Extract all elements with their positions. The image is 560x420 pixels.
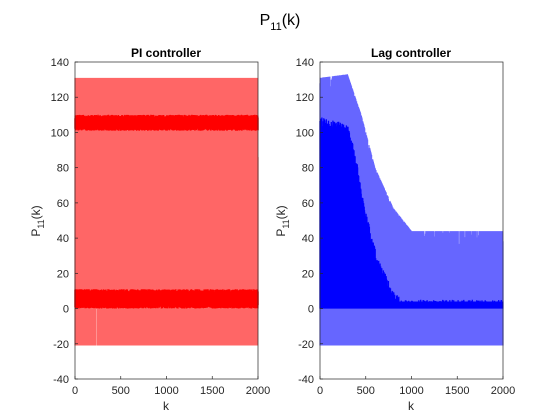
y-axis-label: P11(k): [29, 205, 46, 236]
y-tick-label: 80: [302, 163, 314, 175]
pi-controller-axes: PI controller 0 500 1000 1500 2000 -40 -20 0 20 4…: [29, 46, 270, 413]
plot-area: [319, 74, 504, 346]
y-tick-label: 100: [296, 127, 314, 139]
y-tick-label: 0: [63, 304, 69, 316]
axis-ticks: 0 500 1000 1500 2000 -40 -20 0 20 40 60 80 100 120 140: [296, 57, 516, 397]
x-tick-label: 500: [357, 385, 375, 397]
y-tick-label: 120: [51, 92, 69, 104]
x-tick-label: 0: [317, 385, 323, 397]
y-tick-label: -20: [298, 339, 314, 351]
y-tick-label: 20: [302, 268, 314, 280]
axis-ticks: 0 500 1000 1500 2000 -40 -20 0 20 40 60 80 100 120 140: [51, 57, 271, 397]
x-axis-label: k: [163, 399, 170, 413]
y-tick-label: 80: [57, 163, 69, 175]
y-tick-label: -40: [53, 374, 69, 386]
plot-area: [74, 77, 259, 346]
lag-controller-axes: Lag controller 0 500 1000 1500 2000 -40 -20 0 20…: [274, 46, 515, 413]
x-tick-label: 2000: [491, 385, 515, 397]
y-tick-label: 120: [296, 92, 314, 104]
y-tick-label: 40: [57, 233, 69, 245]
y-tick-label: 60: [57, 198, 69, 210]
y-tick-label: 100: [51, 127, 69, 139]
x-tick-label: 1500: [200, 385, 224, 397]
axes-title: Lag controller: [371, 46, 451, 60]
x-tick-label: 2000: [246, 385, 270, 397]
series-level-0: [74, 289, 259, 309]
x-tick-label: 1000: [154, 385, 178, 397]
x-tick-label: 0: [72, 385, 78, 397]
x-tick-label: 1500: [445, 385, 469, 397]
y-tick-label: 20: [57, 268, 69, 280]
x-axis-label: k: [408, 399, 415, 413]
series-level-1: [74, 114, 259, 131]
y-tick-label: 40: [302, 233, 314, 245]
y-tick-label: -40: [298, 374, 314, 386]
y-tick-label: 60: [302, 198, 314, 210]
figure-title: P11(k): [260, 12, 301, 33]
y-tick-label: -20: [53, 339, 69, 351]
axes-title: PI controller: [131, 46, 201, 60]
x-tick-label: 500: [112, 385, 130, 397]
y-tick-label: 140: [51, 57, 69, 69]
y-tick-label: 0: [308, 304, 314, 316]
x-tick-label: 1000: [399, 385, 423, 397]
y-axis-label: P11(k): [274, 205, 291, 236]
y-tick-label: 140: [296, 57, 314, 69]
